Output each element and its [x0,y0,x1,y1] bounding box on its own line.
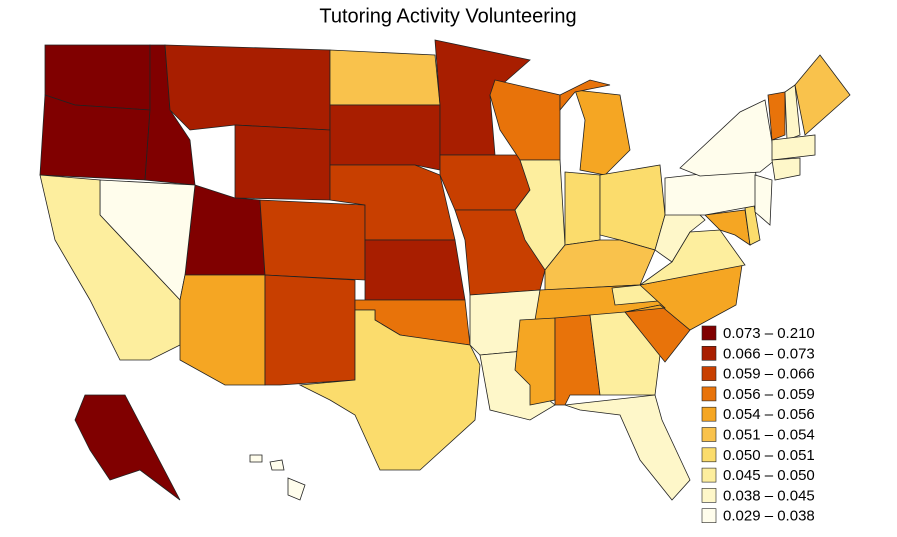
legend-label: 0.056 – 0.059 [723,386,815,403]
region [234,124,331,201]
region [639,229,746,286]
legend-label: 0.038 – 0.045 [723,487,815,504]
legend-label: 0.066 – 0.073 [723,345,815,362]
region [269,459,285,471]
legend-swatch [701,325,717,341]
region [767,91,786,141]
region [589,311,661,396]
legend-label: 0.059 – 0.066 [723,366,815,383]
region [559,79,611,112]
states [39,39,851,501]
legend-swatch [701,508,717,524]
region [564,171,601,246]
legend-label: 0.050 – 0.051 [723,447,815,464]
legend-swatch [701,366,717,381]
legend: 0.073 – 0.210 0.066 – 0.073 0.059 – 0.066 0… [701,325,815,525]
legend-swatch [701,386,717,402]
region [794,54,851,136]
region [574,89,631,176]
legend-swatch [701,447,717,463]
region [784,84,801,141]
legend-swatch [701,427,717,442]
legend-swatch [701,406,717,422]
legend-label: 0.051 – 0.054 [723,426,815,443]
region [599,164,666,251]
region [514,159,566,271]
legend-swatch [701,488,717,503]
region [74,394,181,501]
region [754,174,773,226]
region [329,104,441,171]
region [287,477,306,501]
legend-swatch [701,345,717,361]
region [704,209,751,246]
map-title: Tutoring Activity Volunteering [319,5,576,27]
legend-label: 0.045 – 0.050 [723,467,815,484]
region [771,157,801,181]
region [298,309,481,471]
region [771,134,816,161]
region [164,44,331,131]
region [179,274,266,386]
region [564,394,691,501]
legend-label: 0.054 – 0.056 [723,406,815,423]
legend-label: 0.029 – 0.038 [723,508,815,525]
region [489,79,561,161]
legend-label: 0.073 – 0.210 [723,325,815,342]
region [364,239,466,301]
region [439,154,531,211]
region [264,274,356,386]
region [624,264,743,331]
region [39,174,181,361]
region [329,49,441,106]
region [259,199,366,281]
region [679,99,776,177]
region [249,454,263,463]
legend-swatch [701,467,717,483]
